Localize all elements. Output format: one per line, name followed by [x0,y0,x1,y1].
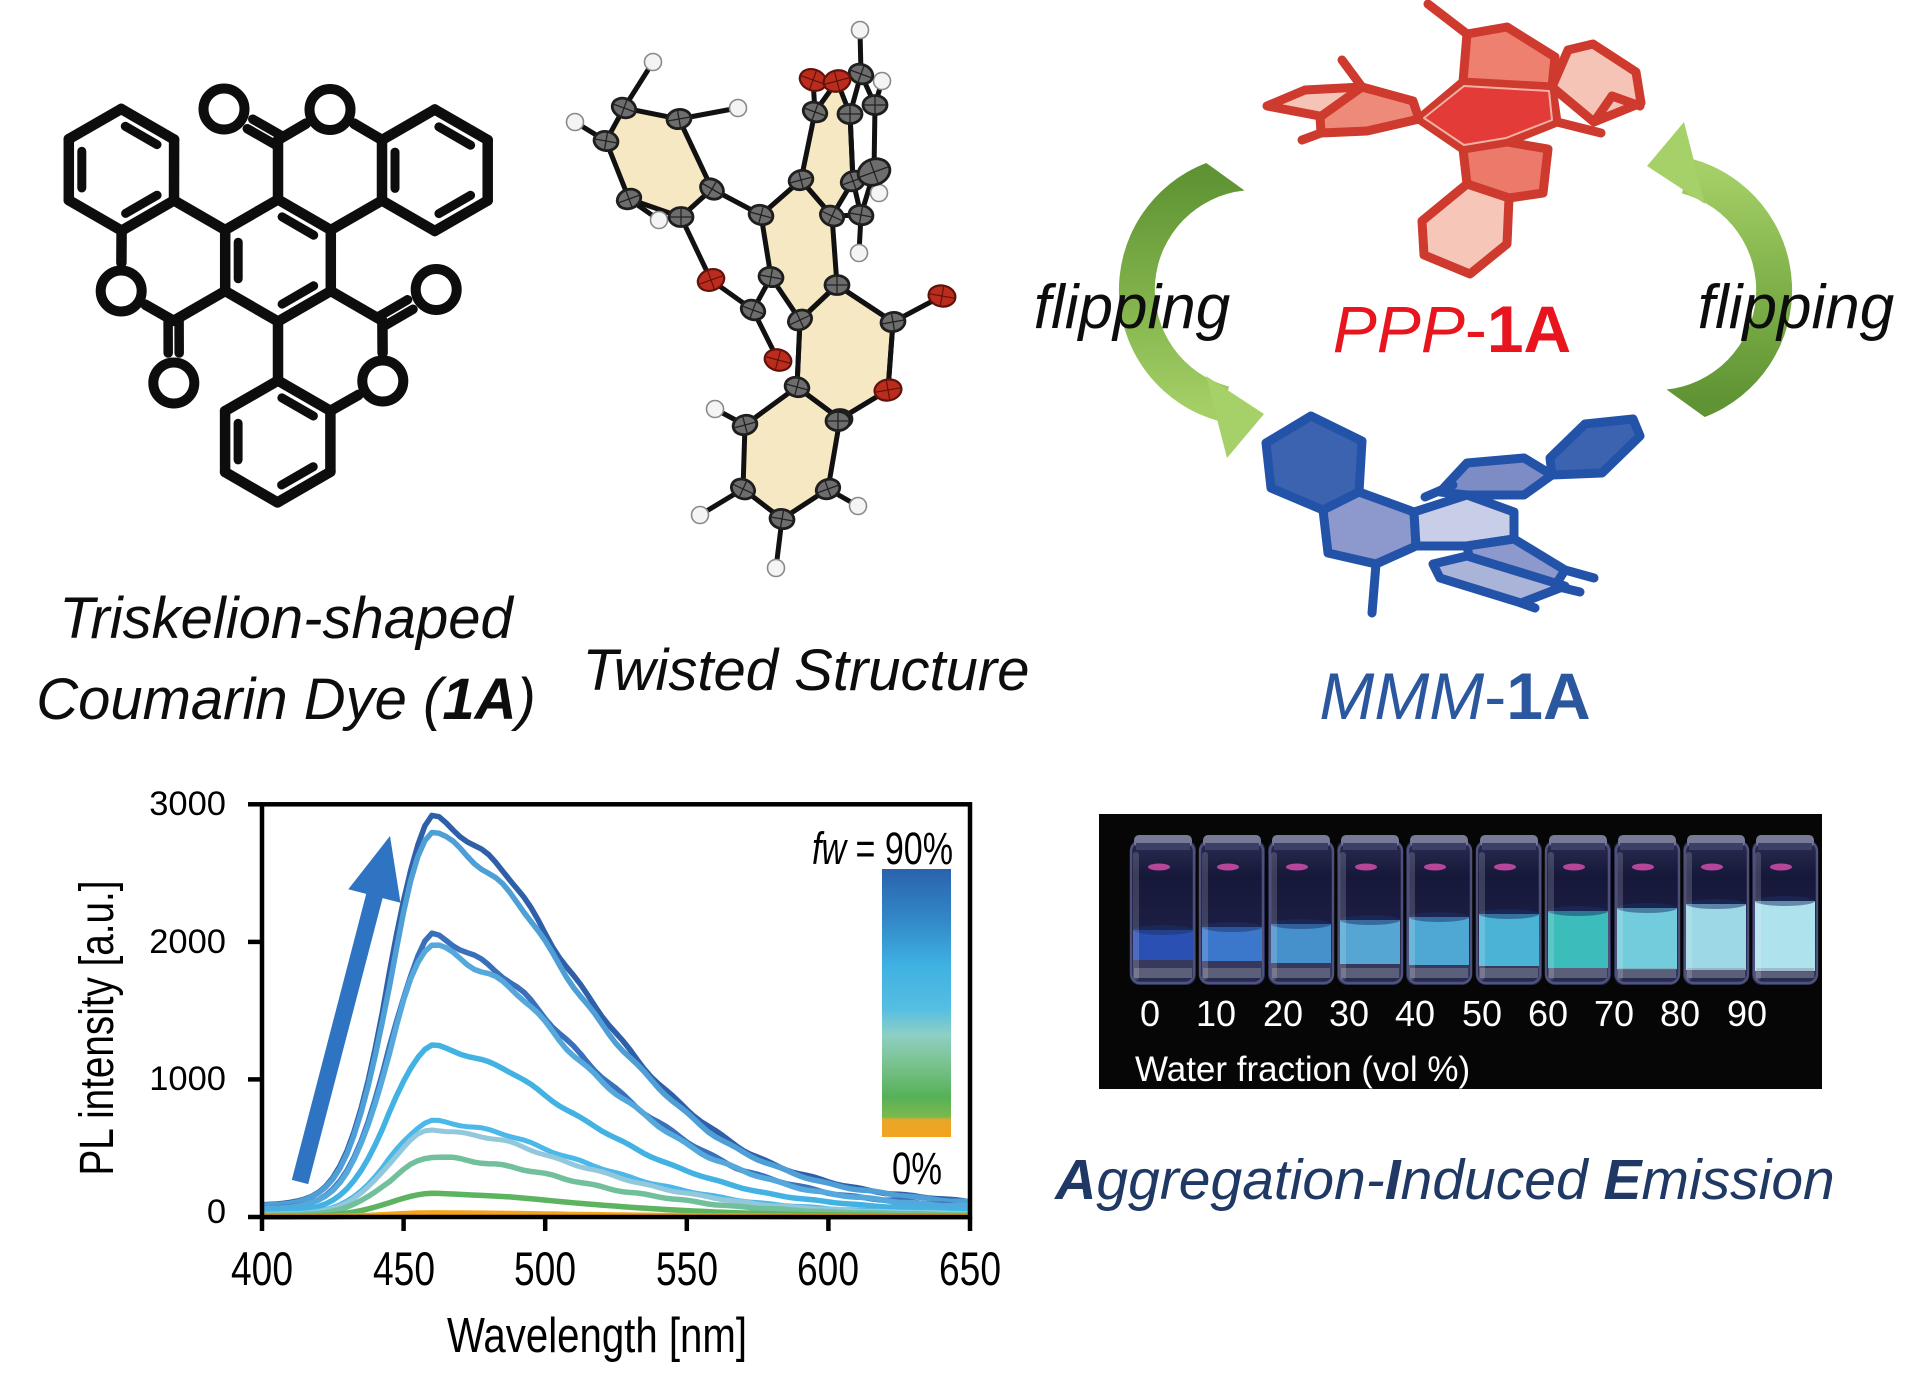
svg-text:20: 20 [1263,993,1303,1034]
svg-text:650: 650 [939,1242,1001,1295]
svg-text:3000: 3000 [149,785,226,823]
svg-text:Coumarin Dye (1A): Coumarin Dye (1A) [36,667,536,732]
svg-text:60: 60 [1528,993,1568,1034]
svg-text:50: 50 [1462,993,1502,1034]
svg-text:400: 400 [231,1242,293,1295]
svg-text:MMM-1A: MMM-1A [1319,659,1590,733]
svg-text:40: 40 [1395,993,1435,1034]
svg-text:600: 600 [797,1242,859,1295]
svg-text:PL intensity [a.u.]: PL intensity [a.u.] [71,881,124,1176]
svg-text:0: 0 [1140,993,1160,1034]
svg-text:0%: 0% [892,1143,942,1194]
svg-text:2000: 2000 [149,923,226,961]
svg-text:Water fraction (vol %): Water fraction (vol %) [1135,1050,1470,1089]
svg-text:550: 550 [656,1242,718,1295]
svg-text:Triskelion-shaped: Triskelion-shaped [59,586,514,651]
svg-text:10: 10 [1196,993,1236,1034]
svg-text:500: 500 [514,1242,576,1295]
svg-text:1000: 1000 [149,1060,226,1098]
svg-text:flipping: flipping [1034,273,1230,342]
svg-text:70: 70 [1594,993,1634,1034]
svg-text:Aggregation-Induced Emission: Aggregation-Induced Emission [1053,1148,1834,1212]
svg-text:Wavelength [nm]: Wavelength [nm] [447,1309,747,1363]
svg-text:80: 80 [1660,993,1700,1034]
svg-text:450: 450 [373,1242,435,1295]
svg-text:fw = 90%: fw = 90% [812,823,953,874]
svg-text:Twisted Structure: Twisted Structure [583,638,1030,703]
svg-text:PPP-1A: PPP-1A [1333,292,1571,366]
svg-text:30: 30 [1329,993,1369,1034]
svg-text:flipping: flipping [1698,273,1894,342]
svg-text:0: 0 [207,1193,226,1231]
svg-text:90: 90 [1727,993,1767,1034]
